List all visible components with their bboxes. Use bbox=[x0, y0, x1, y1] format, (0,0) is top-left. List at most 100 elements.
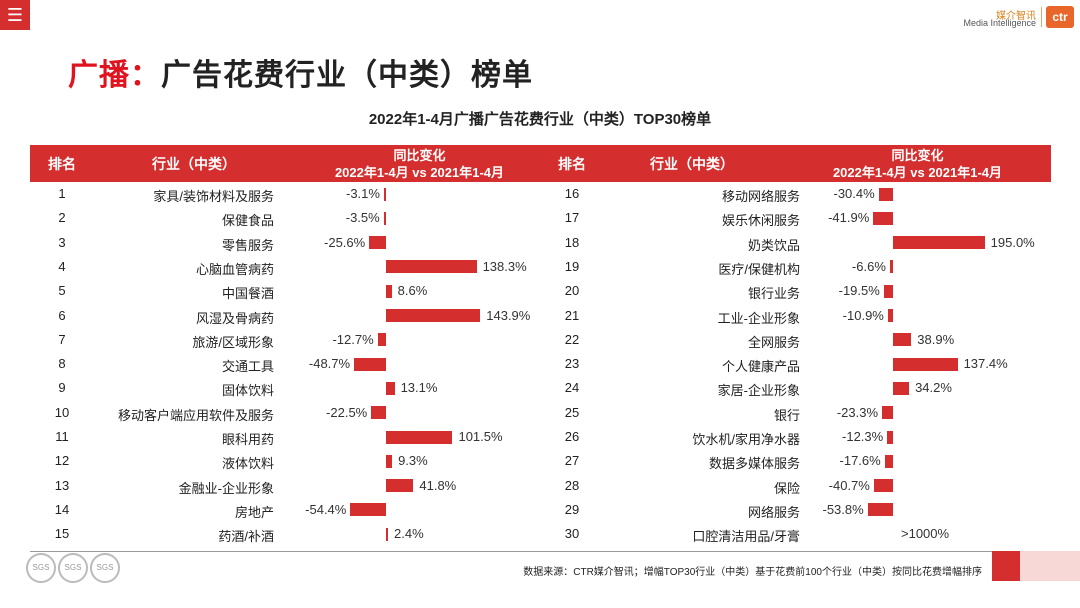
data-label: -41.9% bbox=[828, 210, 870, 226]
industry-label: 眼科用药 bbox=[221, 432, 274, 447]
data-label: -3.1% bbox=[346, 186, 380, 201]
data-label: 34.2% bbox=[915, 380, 952, 396]
value-bar bbox=[350, 503, 386, 517]
data-label: -12.3% bbox=[842, 429, 884, 444]
value-bar bbox=[386, 309, 481, 322]
data-label: 8.6% bbox=[397, 283, 428, 299]
rank-cell: 12 bbox=[54, 453, 70, 469]
ctr-logo: 媒介智讯 Media Intelligence ctr bbox=[960, 0, 1080, 32]
industry-label: 风湿及骨病药 bbox=[195, 310, 274, 326]
industry-label: 网络服务 bbox=[747, 504, 800, 520]
data-label: -19.5% bbox=[838, 283, 880, 299]
industry-label: 口腔清洁用品/牙膏 bbox=[692, 529, 800, 545]
industry-label: 零售服务 bbox=[221, 237, 274, 253]
value-bar bbox=[386, 260, 477, 274]
industry-label: 交通工具 bbox=[221, 359, 274, 375]
rank-cell: 16 bbox=[564, 186, 580, 201]
header-rank-left: 排名 bbox=[48, 156, 76, 172]
rank-cell: 13 bbox=[54, 477, 70, 493]
data-label: 101.5% bbox=[458, 429, 503, 444]
sgs-badge-icon: SGS bbox=[90, 553, 120, 583]
footer-pink-block bbox=[1020, 551, 1080, 581]
rank-cell: 24 bbox=[564, 380, 580, 396]
rank-cell: 5 bbox=[58, 283, 66, 299]
value-bar bbox=[878, 187, 893, 201]
data-label: -30.4% bbox=[833, 186, 875, 201]
data-label: -10.9% bbox=[842, 307, 884, 323]
rank-cell: 1 bbox=[58, 186, 66, 201]
industry-label: 中国餐酒 bbox=[221, 286, 274, 302]
rank-cell: 2 bbox=[58, 210, 66, 226]
industry-label: 房地产 bbox=[234, 504, 274, 520]
data-label: 9.3% bbox=[398, 453, 428, 469]
page-title-main: 广告花费行业（中类）榜单 bbox=[161, 59, 533, 92]
value-bar bbox=[377, 333, 386, 347]
value-bar bbox=[383, 187, 386, 201]
rank-cell: 9 bbox=[58, 380, 66, 396]
industry-label: 保险 bbox=[773, 480, 800, 496]
rank-cell: 30 bbox=[564, 526, 580, 542]
rank-cell: 7 bbox=[58, 331, 66, 347]
data-label: >1000% bbox=[901, 526, 950, 542]
header-change-left-line1: 同比变化 bbox=[393, 148, 446, 163]
industry-label: 银行业务 bbox=[747, 286, 800, 302]
logo-cn-text: 媒介智讯 bbox=[996, 11, 1036, 22]
data-label: -3.5% bbox=[345, 210, 380, 226]
footer-divider bbox=[30, 551, 1051, 552]
data-label: -17.6% bbox=[839, 453, 881, 469]
rank-cell: 20 bbox=[564, 283, 580, 299]
value-bar bbox=[873, 479, 893, 493]
value-bar bbox=[887, 309, 893, 322]
table-header: 排名 行业（中类） 同比变化 2022年1-4月 vs 2021年1-4月 排名… bbox=[30, 145, 1051, 182]
industry-label: 工业-企业形象 bbox=[717, 310, 800, 326]
footer-source-note: 数据来源：CTR媒介智讯；增幅TOP30行业（中类）基于花费前100个行业（中类… bbox=[523, 567, 982, 578]
value-bar bbox=[386, 430, 453, 444]
data-label: 41.8% bbox=[419, 477, 457, 493]
value-bar bbox=[867, 503, 893, 517]
logo-divider bbox=[1041, 7, 1042, 27]
industry-label: 家具/装饰材料及服务 bbox=[153, 189, 274, 204]
industry-label: 旅游/区域形象 bbox=[192, 334, 274, 350]
industry-label: 饮水机/家用净水器 bbox=[692, 432, 800, 447]
certification-badges: SGS SGS SGS bbox=[26, 553, 124, 583]
rank-cell: 3 bbox=[58, 234, 66, 250]
data-label: -53.8% bbox=[822, 501, 864, 517]
industry-label: 心脑血管病药 bbox=[195, 261, 274, 277]
value-bar bbox=[371, 406, 386, 420]
rank-cell: 21 bbox=[564, 307, 580, 323]
data-label: -23.3% bbox=[836, 404, 879, 420]
industry-label: 药酒/补酒 bbox=[218, 529, 274, 545]
menu-button[interactable]: ☰ bbox=[0, 0, 30, 30]
industry-label: 移动网络服务 bbox=[721, 189, 800, 204]
data-label: -12.7% bbox=[332, 331, 374, 347]
value-bar bbox=[386, 479, 414, 493]
value-bar bbox=[893, 357, 958, 371]
industry-label: 固体饮料 bbox=[221, 383, 274, 399]
rank-cell: 23 bbox=[564, 356, 580, 372]
page-title: 广播：广告花费行业（中类）榜单 bbox=[68, 50, 533, 94]
data-label: 138.3% bbox=[482, 258, 527, 274]
industry-label: 保健食品 bbox=[221, 213, 274, 229]
header-change-right-line2: 2022年1-4月 vs 2021年1-4月 bbox=[832, 165, 1003, 180]
rank-cell: 15 bbox=[54, 526, 70, 542]
header-industry-right: 行业（中类） bbox=[650, 156, 734, 172]
data-label: 195.0% bbox=[990, 234, 1035, 250]
chart-title: 2022年1-4月广播广告花费行业（中类）TOP30榜单 bbox=[368, 111, 712, 128]
rank-cell: 19 bbox=[564, 258, 580, 274]
rank-cell: 25 bbox=[564, 404, 580, 420]
industry-label: 液体饮料 bbox=[221, 456, 274, 472]
logo-en-text: Media Intelligence bbox=[963, 18, 1036, 28]
rank-cell: 6 bbox=[58, 307, 66, 323]
data-label: -6.6% bbox=[851, 258, 886, 274]
header-rank-right: 排名 bbox=[558, 156, 586, 172]
rank-cell: 8 bbox=[58, 356, 66, 372]
rank-cell: 27 bbox=[564, 453, 580, 469]
data-label: -22.5% bbox=[326, 404, 368, 420]
data-label: -48.7% bbox=[308, 356, 351, 372]
industry-label: 家居-企业形象 bbox=[717, 383, 800, 399]
value-bar bbox=[386, 454, 393, 468]
header-change-right-line1: 同比变化 bbox=[891, 148, 944, 163]
value-bar bbox=[882, 406, 893, 420]
header-change-left: 同比变化 2022年1-4月 vs 2021年1-4月 bbox=[322, 147, 517, 181]
value-bar bbox=[884, 454, 893, 468]
